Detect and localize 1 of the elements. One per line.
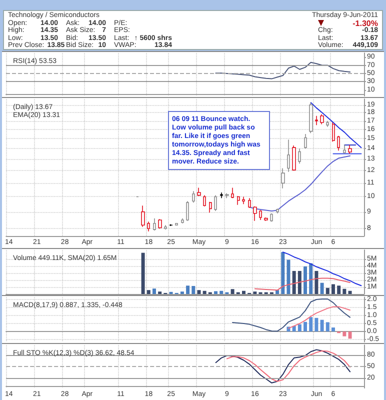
text: -1.30%	[352, 18, 378, 28]
